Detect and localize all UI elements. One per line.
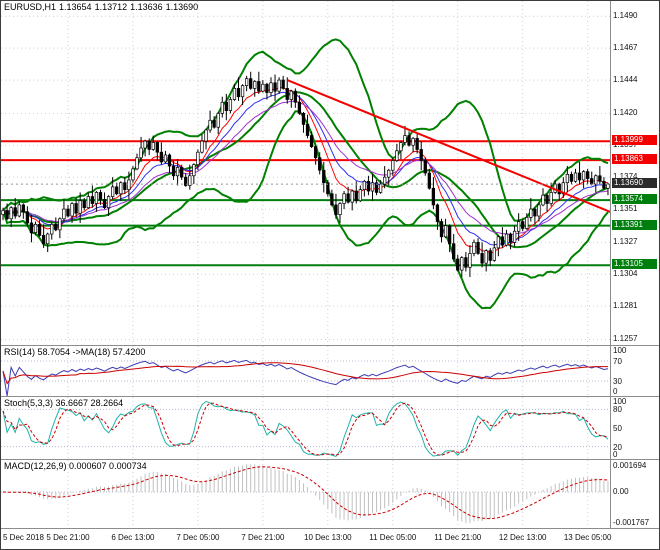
price-tick-label: 1.1281 [613, 301, 638, 311]
price-tick-label: 1.1327 [613, 237, 638, 247]
time-axis-label: 10 Dec 13:00 [304, 533, 352, 542]
stochastic-tick-label: 100 [613, 397, 627, 406]
price-tick-label: 1.1304 [613, 269, 638, 279]
rsi-ma-line [2, 362, 608, 385]
stochastic-tick-label: 0 [613, 450, 618, 459]
resistance-price-badge: 1.13863 [612, 154, 657, 165]
rsi-tick-label: 0 [613, 387, 618, 396]
price-tick-label: 1.1351 [613, 204, 638, 214]
resistance-price-badge: 1.13999 [612, 135, 657, 146]
rsi-tick-label: 30 [613, 377, 622, 386]
descending-trendline[interactable] [286, 79, 610, 216]
time-axis[interactable]: 5 Dec 2018 5 Dec 21:00 6 Dec 13:00 7 Dec 05… [1, 529, 659, 549]
price-tick-label: 1.1420 [613, 108, 638, 118]
macd-signal-line [2, 466, 609, 520]
time-axis-label: 11 Dec 21:00 [434, 533, 482, 542]
support-price-badge: 1.13391 [612, 219, 657, 230]
candles [1, 71, 610, 278]
rsi-plot-area[interactable]: RSI(14) 58.7054 ->MA(18) 57.4200 [1, 346, 611, 396]
macd-tick-label: -0.001767 [613, 518, 650, 527]
time-axis-label: 13 Dec 05:00 [563, 533, 612, 542]
time-axis-label: 5 Dec 21:00 [46, 533, 90, 542]
rsi-canvas [1, 346, 610, 396]
main-price-axis[interactable]: 1.14901.14671.14441.14201.13971.13741.13… [611, 1, 659, 345]
time-axis-label: 5 Dec 2018 [3, 533, 44, 542]
main-plot-area[interactable]: EURUSD,H1 1.13654 1.13712 1.13636 1.13690 [1, 1, 611, 345]
main-chart-canvas [1, 1, 610, 345]
stochastic-axis: 100 80 50 20 0 [611, 397, 659, 459]
time-axis-label: 12 Dec 13:00 [498, 533, 547, 542]
macd-axis: 0.001694 0.00 -0.001767 [611, 460, 659, 528]
stochastic-panel: Stoch(5,3,3) 36.6667 28.2664 100 80 50 20 0 [1, 397, 659, 460]
stochastic-grid [1, 397, 610, 459]
price-tick-label: 1.1257 [613, 334, 638, 344]
rsi-axis: 100 70 30 0 [611, 346, 659, 396]
main-chart-panel: EURUSD,H1 1.13654 1.13712 1.13636 1.13690 1.… [1, 1, 659, 346]
time-axis-label: 11 Dec 05:00 [369, 533, 417, 542]
macd-header: MACD(12,26,9) 0.000607 0.000734 [4, 461, 147, 471]
rsi-tick-label: 70 [613, 357, 622, 366]
price-tick-label: 1.1467 [613, 43, 638, 53]
macd-canvas [1, 460, 610, 528]
support-price-badge: 1.13574 [612, 194, 657, 205]
stochastic-tick-label: 80 [613, 405, 622, 415]
rsi-panel: RSI(14) 58.7054 ->MA(18) 57.4200 100 70 30… [1, 346, 659, 397]
price-tick-label: 1.1444 [613, 75, 638, 85]
support-price-badge: 1.13105 [612, 259, 657, 270]
quote-bar: EURUSD,H1 1.13654 1.13712 1.13636 1.13690 [4, 2, 201, 12]
current-price-badge: 1.13690 [612, 178, 657, 189]
macd-histogram [6, 464, 609, 524]
quote-close-value: 1.13690 [165, 2, 199, 12]
price-tick-label: 1.1490 [613, 11, 638, 21]
macd-tick-label: 0.001694 [613, 461, 647, 470]
support-resistance-lines[interactable] [1, 140, 610, 267]
time-axis-label: 7 Dec 05:00 [176, 533, 220, 542]
price-tick-label: 1.1374 [613, 172, 638, 182]
quote-open-value: 1.13654 [59, 2, 92, 12]
stochastic-header: Stoch(5,3,3) 36.6667 28.2664 [4, 398, 124, 408]
time-axis-label: 7 Dec 21:00 [241, 533, 285, 542]
stochastic-canvas [1, 397, 610, 459]
macd-panel: MACD(12,26,9) 0.000607 0.000734 0.001694… [1, 460, 659, 529]
quote-low-value: 1.13636 [130, 2, 163, 12]
stochastic-k-line [2, 400, 609, 457]
rsi-tick-label: 100 [613, 346, 627, 355]
macd-plot-area[interactable]: MACD(12,26,9) 0.000607 0.000734 [1, 460, 611, 528]
stochastic-tick-label: 20 [613, 442, 622, 452]
symbol-timeframe-label: EURUSD,H1 [4, 2, 57, 12]
main-grid [1, 1, 610, 345]
stochastic-d-line [2, 402, 609, 456]
rsi-line [2, 359, 609, 396]
stochastic-tick-label: 50 [613, 424, 622, 433]
macd-tick-label: 0.00 [613, 487, 629, 497]
rsi-header: RSI(14) 58.7054 ->MA(18) 57.4200 [4, 347, 146, 357]
quote-high-value: 1.13712 [94, 2, 128, 12]
stochastic-plot-area[interactable]: Stoch(5,3,3) 36.6667 28.2664 [1, 397, 611, 459]
time-axis-label: 6 Dec 13:00 [111, 533, 155, 542]
